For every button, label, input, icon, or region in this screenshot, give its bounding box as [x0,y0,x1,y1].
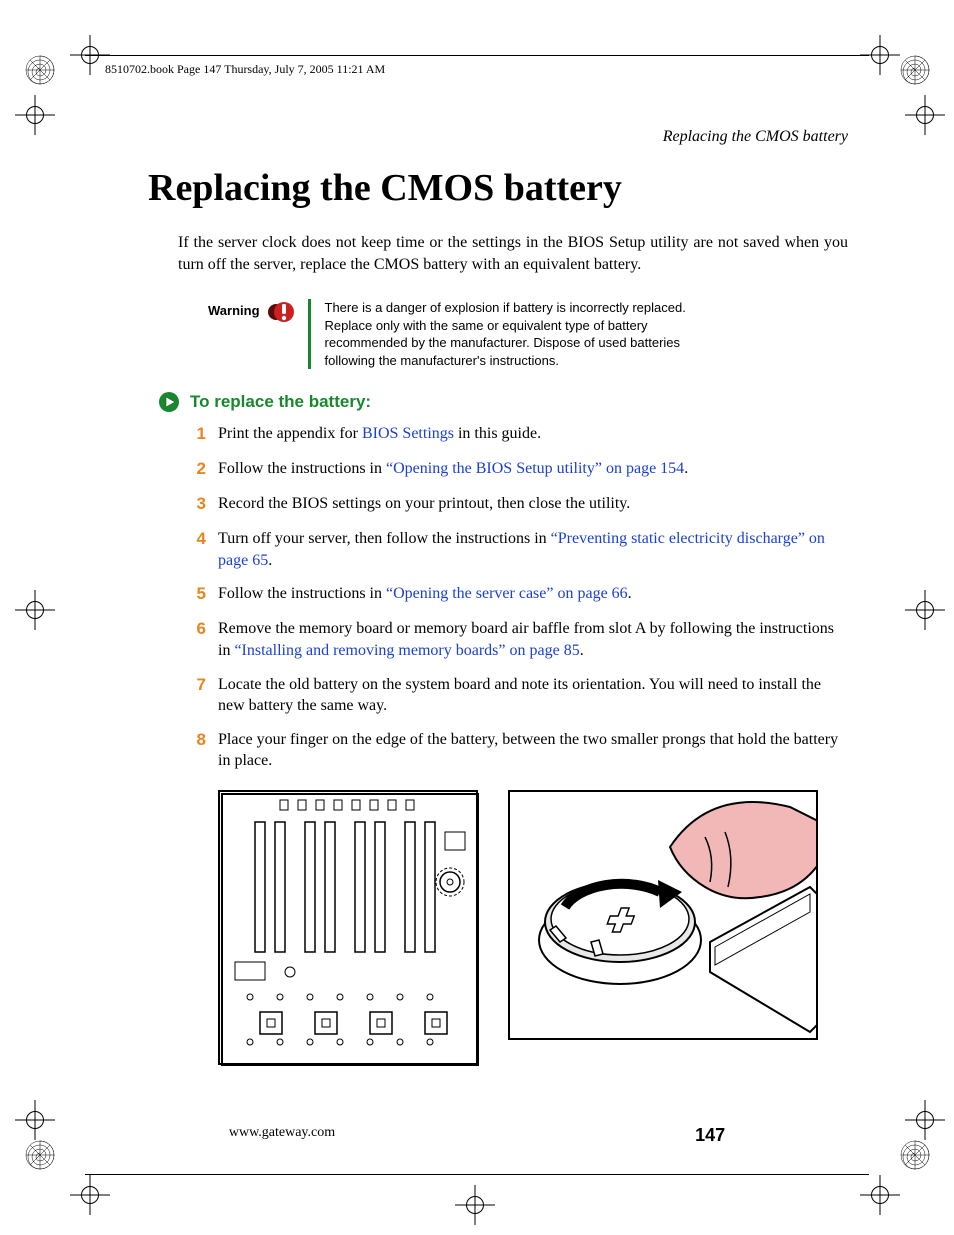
step-item: 6 Remove the memory board or memory board… [188,618,848,661]
steps-list: 1 Print the appendix for BIOS Settings in… [188,423,848,772]
step-text: Place your finger on the edge of the bat… [218,729,848,772]
step-number: 2 [188,458,206,481]
warning-label: Warning [208,299,260,318]
registration-crosshair [455,1185,495,1225]
step-number: 6 [188,618,206,661]
registration-spiral [900,1140,930,1170]
play-icon [158,391,180,413]
page-content: Replacing the CMOS battery Replacing the… [148,128,858,1065]
registration-crosshair [860,1175,900,1215]
step-item: 8 Place your finger on the edge of the ba… [188,729,848,772]
page-frame: 8510702.book Page 147 Thursday, July 7, … [85,55,869,1175]
registration-crosshair [905,1100,945,1140]
figure [218,790,858,1065]
step-number: 1 [188,423,206,446]
step-text: Follow the instructions in “Opening the … [218,458,688,481]
step-text: Remove the memory board or memory board … [218,618,848,661]
step-text: Print the appendix for BIOS Settings in … [218,423,541,446]
intro-paragraph: If the server clock does not keep time o… [178,232,848,275]
step-number: 5 [188,583,206,606]
registration-crosshair [70,1175,110,1215]
step-item: 3 Record the BIOS settings on your printo… [188,493,848,516]
registration-spiral [25,1140,55,1170]
step-number: 8 [188,729,206,772]
cross-ref-link[interactable]: BIOS Settings [362,425,454,442]
battery-zoom-diagram [508,790,818,1040]
cross-ref-link[interactable]: “Opening the BIOS Setup utility” on page… [386,460,684,477]
step-text: Record the BIOS settings on your printou… [218,493,630,516]
step-item: 2 Follow the instructions in “Opening the… [188,458,848,481]
page-title: Replacing the CMOS battery [148,166,858,210]
step-number: 7 [188,674,206,717]
board-diagram [218,790,478,1065]
procedure-title: To replace the battery: [190,392,371,412]
cross-ref-link[interactable]: “Preventing static electricity discharge… [218,530,825,569]
registration-spiral [25,55,55,85]
step-item: 4 Turn off your server, then follow the i… [188,528,848,571]
warning-callout: Warning There is a danger of explosion i… [208,299,838,369]
page-footer: www.gateway.com 147 [85,1125,869,1146]
callout-divider [308,299,311,369]
step-item: 1 Print the appendix for BIOS Settings in… [188,423,848,446]
step-item: 5 Follow the instructions in “Opening the… [188,583,848,606]
registration-crosshair [905,95,945,135]
registration-crosshair [15,95,55,135]
running-head: 8510702.book Page 147 Thursday, July 7, … [85,56,869,77]
step-text: Locate the old battery on the system boa… [218,674,848,717]
registration-crosshair [15,1100,55,1140]
section-running-title: Replacing the CMOS battery [148,128,858,146]
registration-spiral [900,55,930,85]
cross-ref-link[interactable]: “Opening the server case” on page 66 [386,585,628,602]
step-item: 7 Locate the old battery on the system bo… [188,674,848,717]
cross-ref-link[interactable]: “Installing and removing memory boards” … [234,642,579,659]
warning-icon [268,299,294,325]
step-text: Turn off your server, then follow the in… [218,528,848,571]
procedure-heading: To replace the battery: [158,391,858,413]
step-number: 3 [188,493,206,516]
page-number: 147 [695,1125,725,1146]
registration-crosshair [905,590,945,630]
footer-url: www.gateway.com [229,1125,335,1146]
step-number: 4 [188,528,206,571]
registration-crosshair [15,590,55,630]
warning-text: There is a danger of explosion if batter… [325,299,695,369]
step-text: Follow the instructions in “Opening the … [218,583,632,606]
